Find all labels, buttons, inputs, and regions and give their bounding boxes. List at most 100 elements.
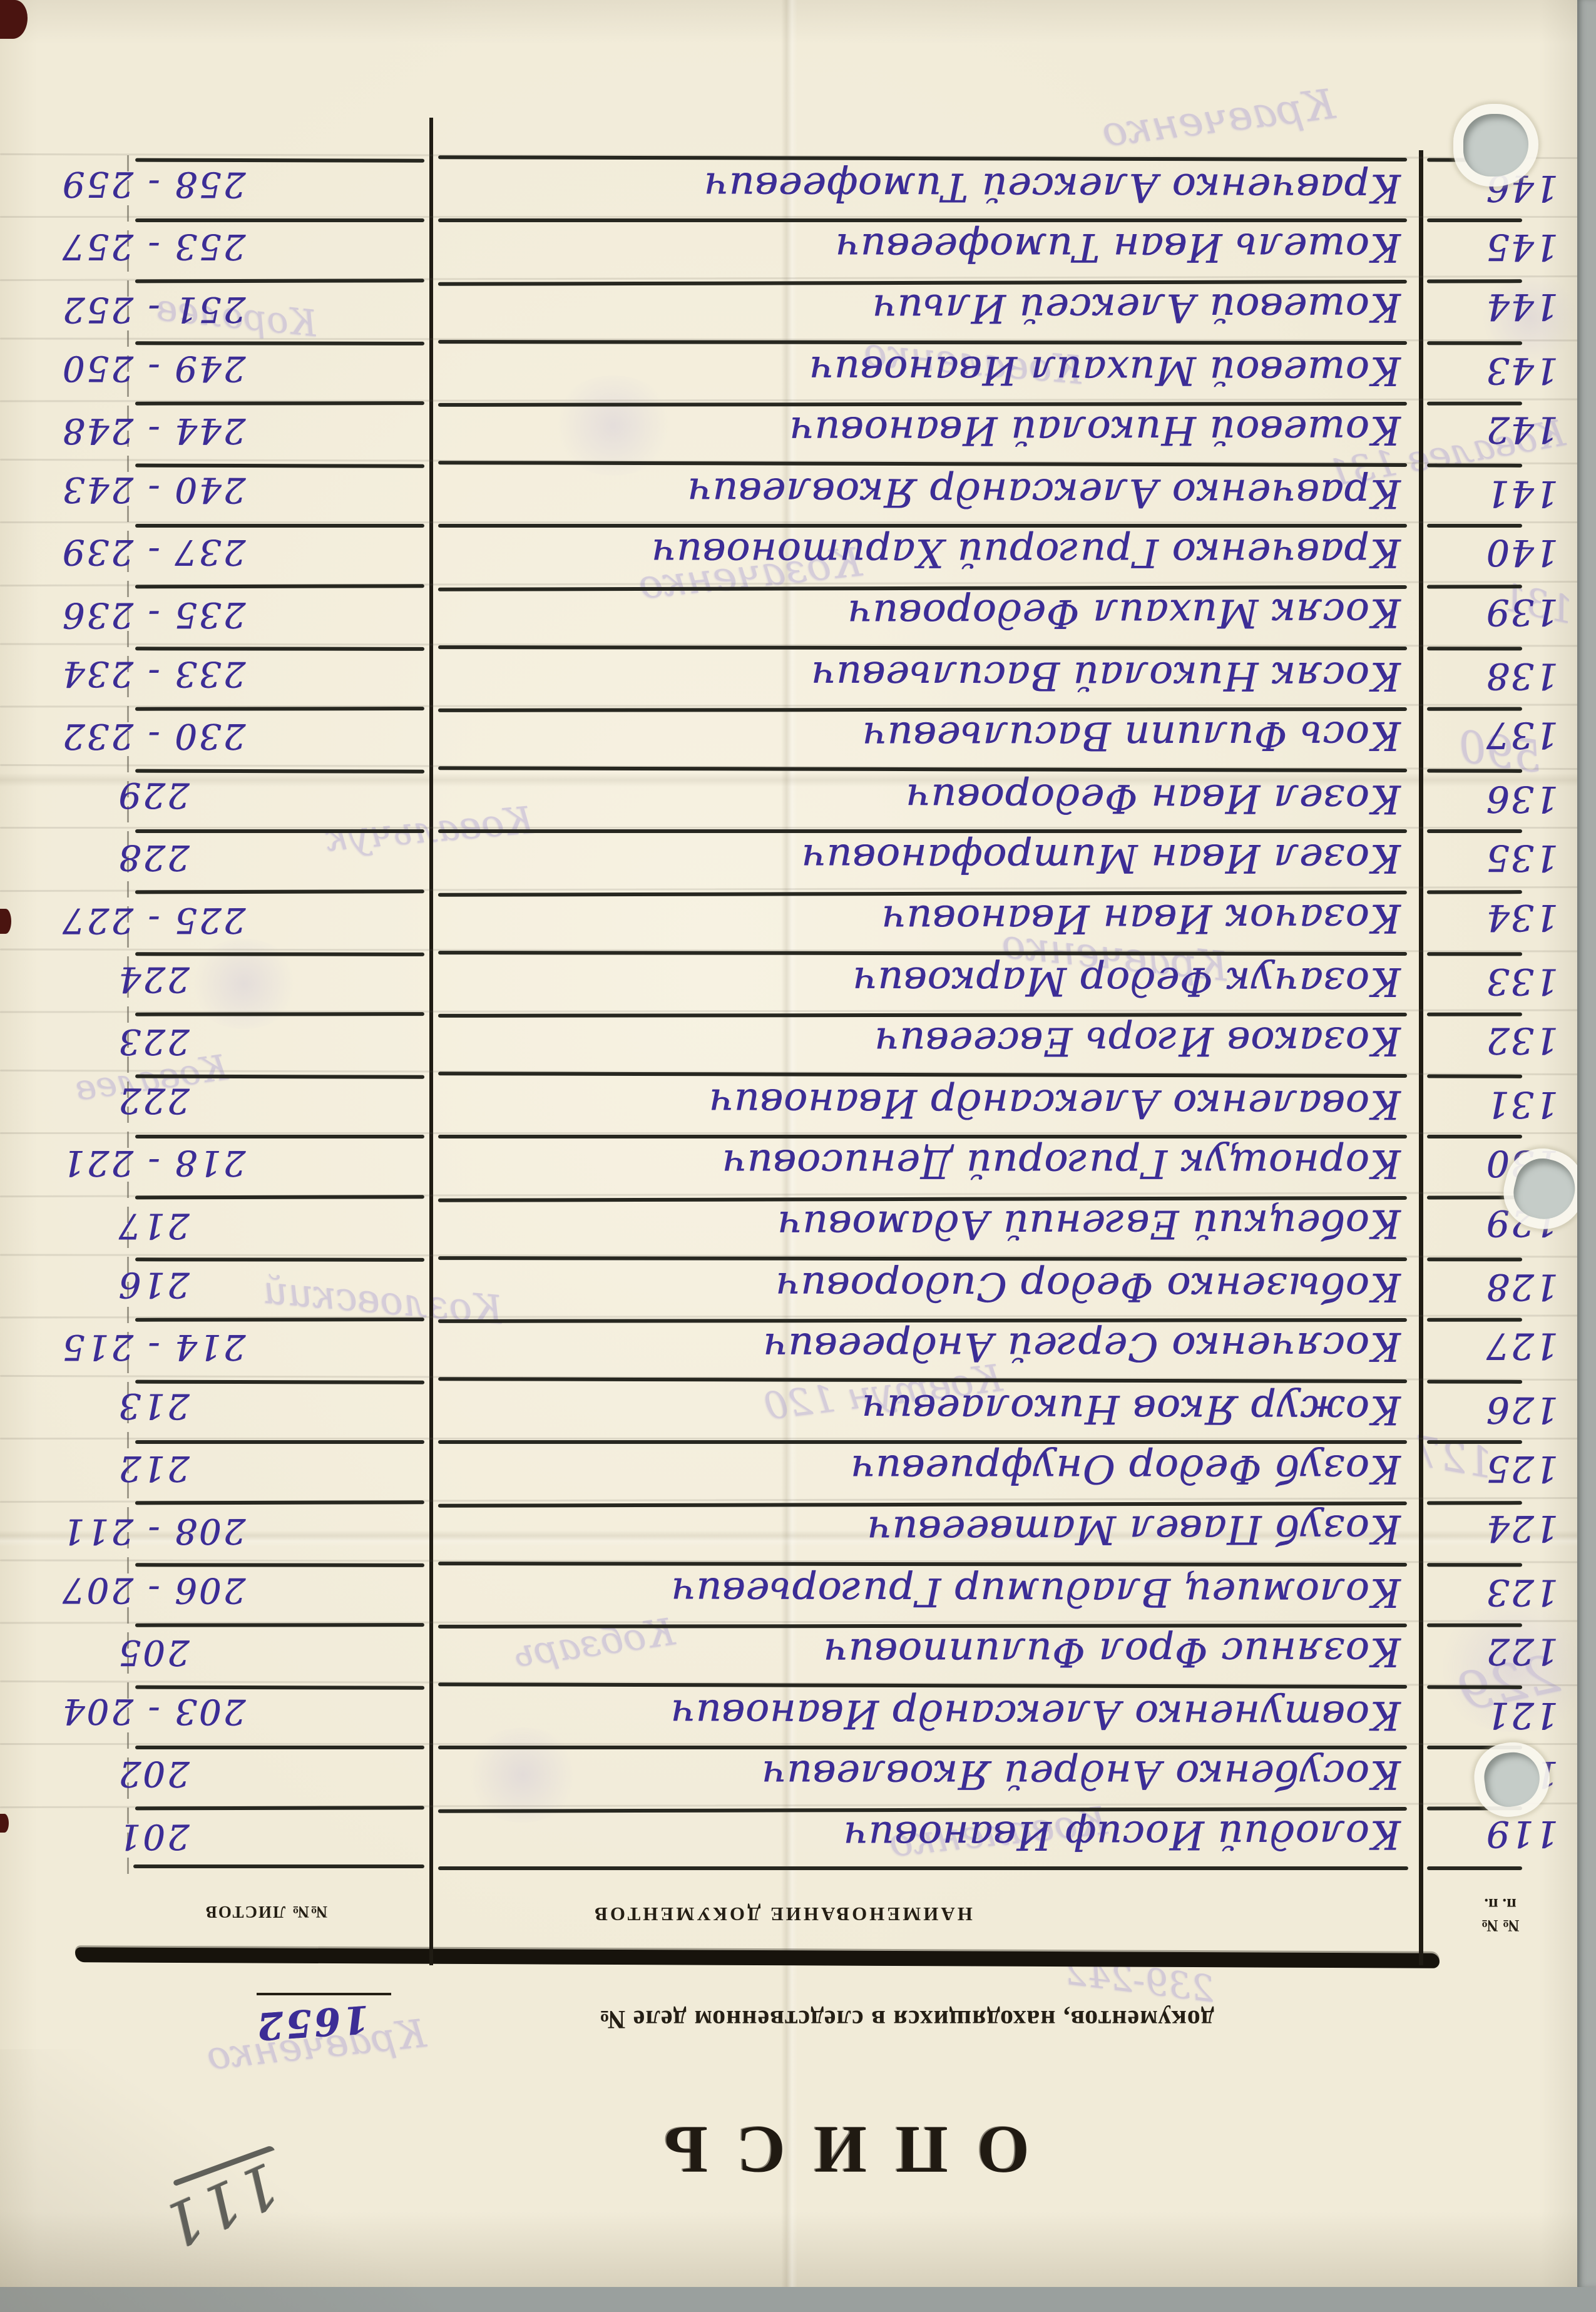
row-line <box>1427 646 1523 651</box>
table-row: 136 Козел Иван Федорович 229 <box>0 764 1596 832</box>
row-sheets: 228 <box>117 837 190 878</box>
row-number: 132 <box>1485 1019 1559 1062</box>
bleed-smudge <box>551 376 676 476</box>
table-row: 131 Коваленко Александр Иванович 222 <box>0 1069 1596 1137</box>
table-row: 137 Кось Филипп Васильевич 230 - 232 <box>0 703 1596 770</box>
row-sheets: 208 - 211 <box>61 1510 246 1552</box>
row-number: 142 <box>1485 408 1559 451</box>
row-sheets: 218 - 221 <box>61 1142 246 1184</box>
row-number: 119 <box>1485 1813 1559 1856</box>
row-name: Кошевой Николай Иванович <box>789 407 1401 454</box>
row-line <box>135 401 424 406</box>
table-row: 124 Козуб Павел Матвеевич 208 - 211 <box>0 1496 1596 1565</box>
row-line <box>135 1623 424 1627</box>
row-sheets: 240 - 243 <box>61 468 246 510</box>
row-name: Косяк Николай Васильевич <box>811 652 1401 699</box>
row-number: 123 <box>1485 1570 1559 1614</box>
table-row: 128 Кобызенко Федор Сидорович 216 <box>0 1254 1596 1319</box>
row-name: Кошель Иван Тимофеевич <box>835 225 1401 271</box>
table-row: 132 Козаков Игорь Евсеевич 223 <box>0 1009 1596 1075</box>
row-name: Кошевой Алексей Ильич <box>872 284 1401 332</box>
row-line <box>135 1074 425 1079</box>
row-sheets: 214 - 215 <box>61 1326 246 1368</box>
row-number: 126 <box>1485 1388 1559 1431</box>
row-line <box>135 769 425 774</box>
row-sheets: 222 <box>116 1080 190 1121</box>
row-line <box>1427 1257 1523 1262</box>
row-line <box>1427 1562 1523 1567</box>
table-row: 134 Козачок Иван Иванович 225 - 227 <box>0 886 1596 954</box>
row-name: Колодий Иосиф Иванович <box>842 1811 1401 1859</box>
row-name: Козел Иван Митрофанович <box>801 836 1401 882</box>
table-row: 138 Косяк Николай Васильевич 233 - 234 <box>0 643 1596 708</box>
table-row: 133 Козачук Федор Маркович 224 <box>0 948 1596 1014</box>
paper-crease <box>0 773 1596 787</box>
bleed-smudge <box>1477 275 1583 361</box>
table-row: 120 Косубенко Андрей Яковлевич 202 <box>0 1743 1596 1807</box>
row-sheets: 244 - 248 <box>61 410 246 451</box>
row-number: 127 <box>1485 1324 1559 1368</box>
table-row: 125 Козуб Федор Онуфриевич 212 <box>0 1438 1596 1501</box>
row-name: Коваленко Александр Иванович <box>708 1080 1401 1128</box>
row-number: 124 <box>1485 1507 1559 1550</box>
row-line <box>1427 951 1523 956</box>
row-sheets: 203 - 204 <box>61 1690 246 1732</box>
row-sheets: 216 <box>117 1264 190 1305</box>
table-row: 146 Кравченко Алексей Тимофеевич 258 - 2… <box>0 153 1596 221</box>
row-line <box>135 524 424 528</box>
row-name: Косяченко Сергей Андреевич <box>762 1324 1401 1371</box>
row-sheets: 224 <box>117 958 190 1000</box>
row-number: 134 <box>1485 896 1559 939</box>
table-row: 126 Кожур Яков Николаевич 213 <box>0 1374 1596 1443</box>
row-sheets: 233 - 234 <box>61 653 246 694</box>
table-row: 145 Кошель Иван Тимофеевич 253 - 257 <box>0 216 1596 280</box>
row-line <box>1427 1074 1523 1078</box>
table-row: 140 Кравченко Григорий Харитонович 237 -… <box>0 521 1596 585</box>
row-sheets: 237 - 239 <box>61 531 246 573</box>
row-name: Кравченко Александр Яковлевич <box>687 469 1401 517</box>
row-sheets: 217 <box>116 1205 190 1246</box>
row-sheets: 213 <box>116 1385 190 1426</box>
table-row: 130 Корнощук Григорий Денисович 218 - 22… <box>0 1132 1596 1196</box>
row-name: Кравченко Алексей Тимофеевич <box>703 163 1401 212</box>
scanner-edge <box>1577 0 1596 2287</box>
row-name: Кось Филипп Васильевич <box>862 713 1401 760</box>
row-name: Козуб Павел Матвеевич <box>866 1506 1401 1553</box>
row-number: 137 <box>1485 714 1559 757</box>
row-sheets: 225 - 227 <box>61 899 246 941</box>
table-row: 129 Кобецкий Евгений Адамович 217 <box>0 1191 1596 1259</box>
row-number: 145 <box>1485 226 1558 269</box>
row-line <box>1427 340 1523 345</box>
row-number: 128 <box>1485 1265 1559 1309</box>
row-number: 139 <box>1485 591 1559 634</box>
row-name: Козачок Иван Иванович <box>881 895 1401 943</box>
row-sheets: 201 <box>116 1816 190 1857</box>
row-sheets: 206 - 207 <box>61 1569 246 1610</box>
row-name: Козачук Федор Маркович <box>852 958 1401 1005</box>
row-sheets: 205 <box>117 1632 190 1673</box>
row-line <box>135 463 425 468</box>
row-name: Кошевой Михаил Иванович <box>809 347 1401 394</box>
row-number: 131 <box>1485 1083 1559 1126</box>
edge-ink-blot <box>0 909 11 934</box>
table-row: 143 Кошевой Михаил Иванович 249 - 250 <box>0 337 1596 403</box>
row-sheets: 249 - 250 <box>61 347 246 389</box>
row-sheets: 229 <box>116 774 190 816</box>
row-number: 125 <box>1485 1448 1558 1491</box>
row-name: Козаков Игорь Евсеевич <box>874 1018 1401 1065</box>
bleed-smudge <box>463 1727 582 1823</box>
row-line <box>135 1685 425 1690</box>
row-number: 133 <box>1485 959 1559 1003</box>
row-line <box>135 1317 424 1322</box>
row-name: Коломиец Владимир Григорьевич <box>670 1568 1401 1615</box>
row-line <box>135 1379 425 1384</box>
row-line <box>1427 769 1523 773</box>
row-number: 136 <box>1485 777 1559 821</box>
row-number: 143 <box>1485 349 1559 392</box>
row-number: 144 <box>1485 285 1559 329</box>
row-line <box>135 829 424 834</box>
table-row: 127 Косяченко Сергей Андреевич 214 - 215 <box>0 1314 1596 1381</box>
row-name: Кравченко Григорий Харитонович <box>651 530 1401 576</box>
